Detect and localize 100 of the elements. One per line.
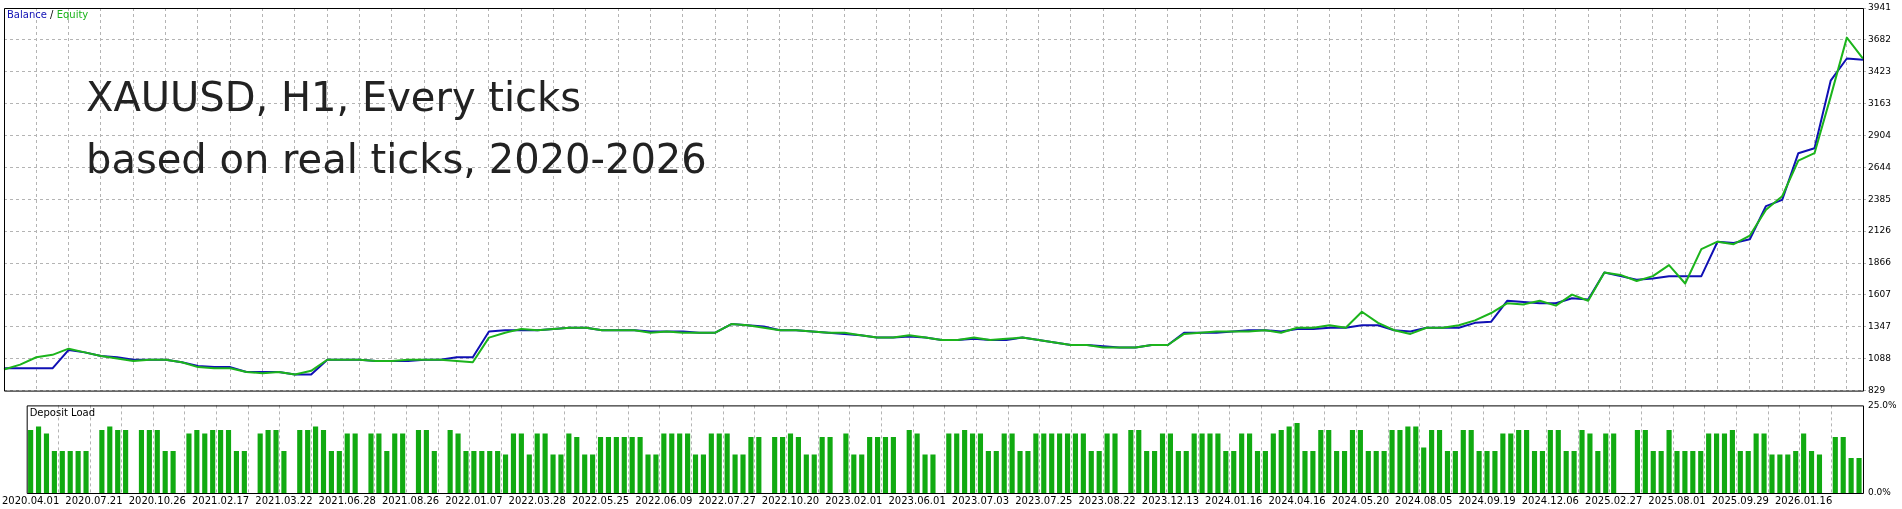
bar (685, 433, 691, 493)
bar (1524, 429, 1530, 493)
bar (154, 429, 160, 493)
bar (344, 433, 350, 493)
bar (732, 454, 738, 493)
bar (1666, 429, 1672, 493)
bar (811, 454, 817, 493)
bar (645, 454, 651, 493)
x-tick-label: 2024.05.20 (1331, 494, 1390, 506)
bar (637, 436, 643, 493)
bar (780, 436, 786, 493)
bar (1801, 433, 1807, 493)
bar (1587, 433, 1593, 493)
bar (882, 436, 889, 493)
bar (1658, 450, 1664, 493)
bar (1674, 450, 1680, 493)
bar (582, 454, 588, 493)
x-tick-label: 2020.04.01 (2, 494, 60, 506)
bar (510, 433, 517, 493)
bar (613, 436, 619, 493)
bar (1033, 433, 1039, 493)
y-tick-label: 1088 (1868, 353, 1892, 364)
bar (28, 429, 34, 493)
bar (1769, 454, 1775, 493)
bar (969, 433, 976, 493)
bar (1714, 433, 1720, 493)
bar (1072, 433, 1079, 493)
bar (1761, 433, 1767, 493)
bar (1555, 429, 1561, 493)
legend-title: / (49, 9, 55, 20)
bar (107, 426, 113, 493)
bar (1460, 429, 1466, 493)
bar (1531, 450, 1538, 493)
bar (1444, 450, 1451, 493)
bar (162, 450, 168, 493)
bar (241, 450, 247, 493)
bar (305, 429, 311, 493)
bar (977, 433, 984, 493)
bar (1215, 433, 1221, 493)
bar (1832, 436, 1838, 493)
x-tick-label: 2023.08.22 (1078, 494, 1136, 506)
bar (1057, 433, 1063, 493)
bar (233, 450, 239, 493)
bar (748, 436, 754, 493)
bar (1294, 422, 1300, 493)
bar (1207, 433, 1213, 493)
bar (1634, 429, 1640, 493)
bar (1571, 450, 1577, 493)
bar (1476, 450, 1482, 493)
bar (487, 450, 493, 493)
bar (1737, 450, 1743, 493)
bar (803, 454, 809, 493)
bar (946, 433, 952, 493)
bar (1096, 450, 1102, 493)
bar (1785, 454, 1791, 493)
bar (281, 450, 287, 493)
bar (874, 436, 881, 493)
bar (1001, 433, 1007, 493)
bar (1500, 433, 1506, 493)
bar (1745, 450, 1751, 493)
bar (463, 450, 469, 493)
bar (313, 426, 319, 493)
bar (1706, 433, 1712, 493)
bar (1064, 433, 1071, 493)
bar (218, 429, 224, 493)
x-tick-label: 2025.08.01 (1648, 494, 1706, 506)
bar (740, 454, 746, 493)
bar (756, 436, 762, 493)
bar (115, 429, 121, 493)
bar (772, 436, 778, 493)
bar (590, 454, 596, 493)
bar (257, 433, 263, 493)
bar (1698, 450, 1704, 493)
x-tick-label: 2020.10.26 (128, 494, 186, 506)
bar (605, 436, 612, 493)
bar (558, 454, 564, 493)
x-tick-label: 2023.12.13 (1141, 494, 1200, 506)
y-tick-label: 2904 (1868, 129, 1892, 140)
x-tick-label: 2023.06.01 (888, 494, 946, 506)
bar (819, 436, 825, 493)
bar (1579, 429, 1585, 493)
bar (1144, 450, 1150, 493)
bar (1286, 426, 1292, 493)
bar (1468, 429, 1474, 493)
bar (827, 436, 833, 493)
bar (336, 450, 342, 493)
bar (1104, 433, 1110, 493)
bar (661, 433, 667, 493)
bar (1080, 433, 1086, 493)
bar (1152, 450, 1158, 493)
y-tick-label: 829 (1868, 384, 1886, 395)
bar (320, 429, 327, 493)
bar (1690, 450, 1696, 493)
bar (867, 436, 873, 493)
bar (1231, 450, 1237, 493)
bar (1516, 429, 1522, 493)
bar (265, 429, 271, 493)
bar (1191, 433, 1197, 493)
bar (1341, 450, 1348, 493)
bar (1136, 429, 1142, 493)
